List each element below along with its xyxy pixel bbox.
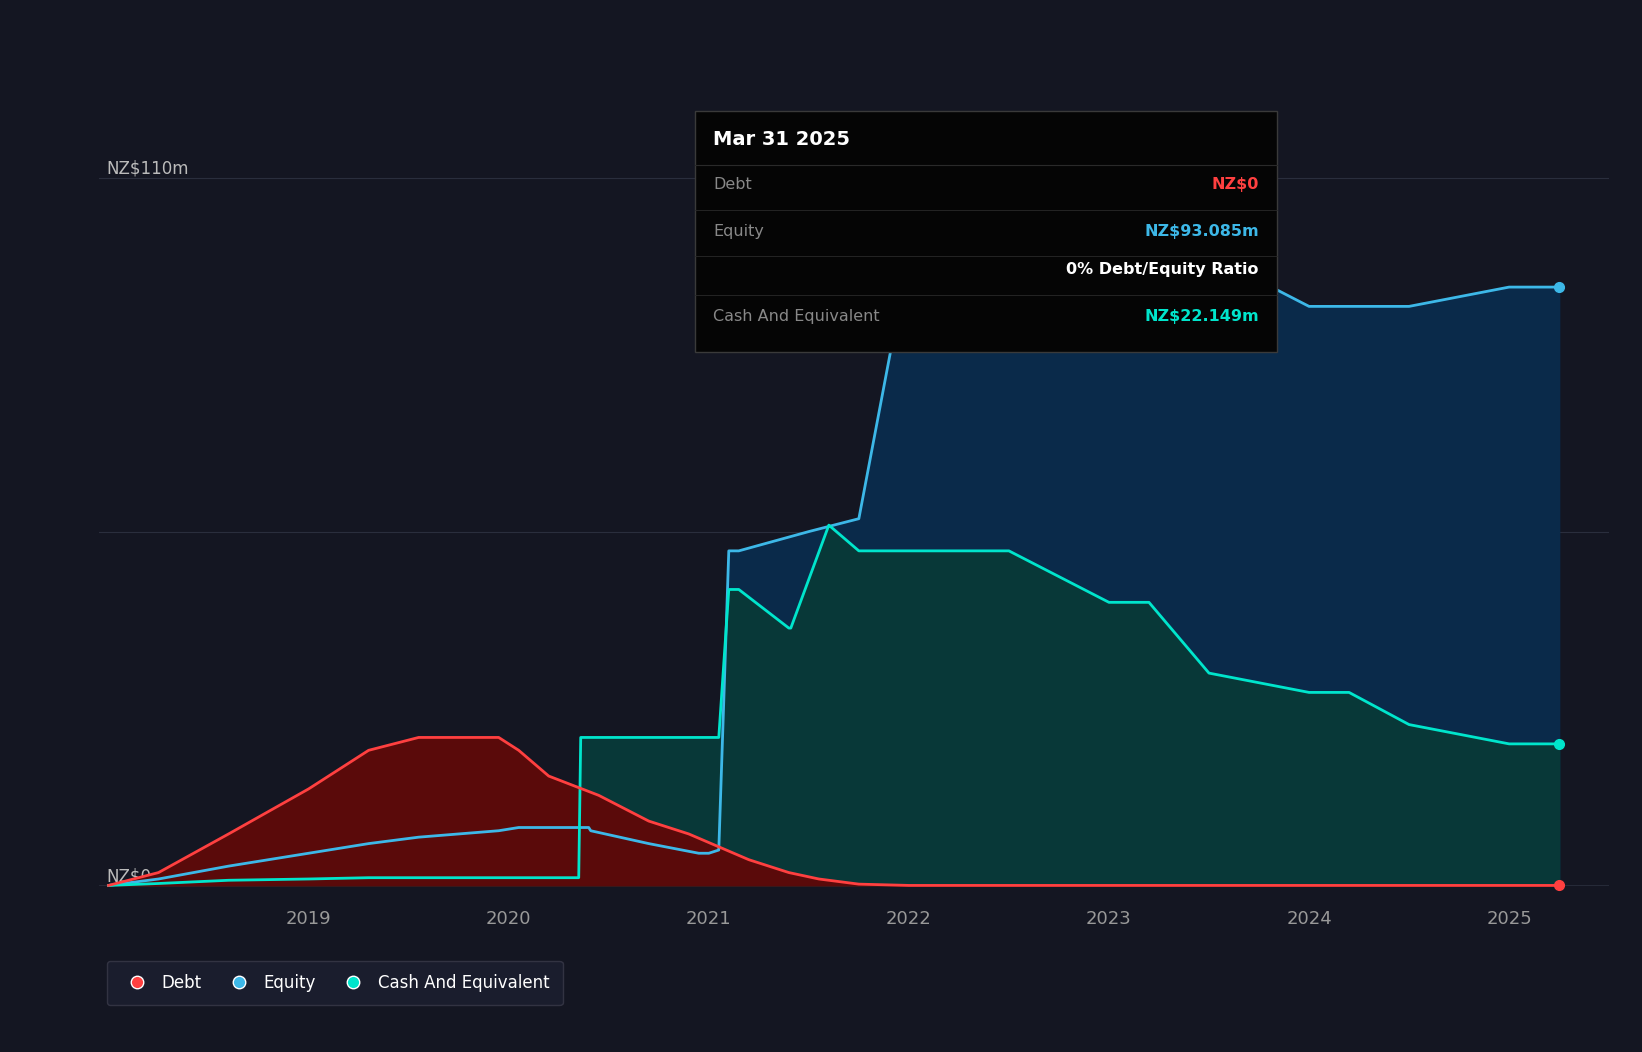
Text: NZ$0: NZ$0 (107, 868, 151, 886)
Text: NZ$110m: NZ$110m (107, 160, 189, 178)
Text: NZ$0: NZ$0 (1212, 177, 1259, 191)
Legend: Debt, Equity, Cash And Equivalent: Debt, Equity, Cash And Equivalent (107, 960, 563, 1006)
FancyBboxPatch shape (695, 110, 1277, 352)
Text: Equity: Equity (713, 223, 764, 239)
Text: 0% Debt/Equity Ratio: 0% Debt/Equity Ratio (1066, 263, 1259, 278)
Text: Cash And Equivalent: Cash And Equivalent (713, 309, 880, 324)
Text: Debt: Debt (713, 177, 752, 191)
Text: NZ$22.149m: NZ$22.149m (1144, 309, 1259, 324)
Text: NZ$93.085m: NZ$93.085m (1144, 223, 1259, 239)
Text: Mar 31 2025: Mar 31 2025 (713, 130, 851, 149)
